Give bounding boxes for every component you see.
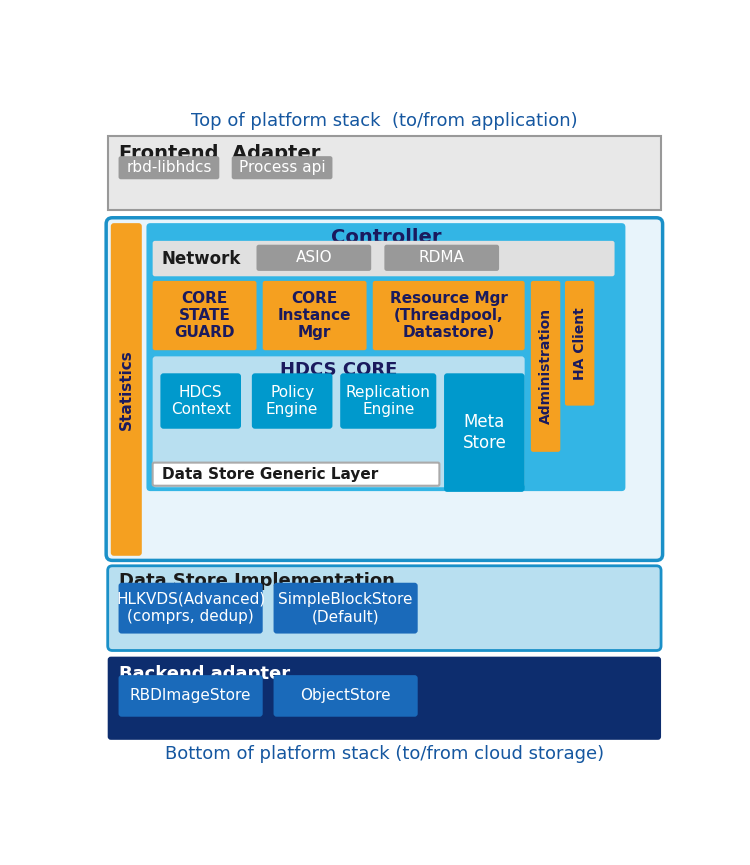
Text: Replication
Engine: Replication Engine: [346, 385, 430, 417]
FancyBboxPatch shape: [384, 245, 499, 271]
Text: Backend adapter: Backend adapter: [118, 664, 290, 682]
FancyBboxPatch shape: [531, 281, 560, 452]
FancyBboxPatch shape: [118, 583, 262, 633]
FancyBboxPatch shape: [118, 676, 262, 717]
Text: Frontend  Adapter: Frontend Adapter: [118, 144, 320, 163]
FancyBboxPatch shape: [340, 374, 436, 429]
FancyBboxPatch shape: [153, 281, 256, 350]
Bar: [108, 136, 661, 210]
FancyBboxPatch shape: [153, 356, 525, 487]
Text: Meta
Store: Meta Store: [463, 413, 506, 452]
FancyBboxPatch shape: [146, 223, 626, 491]
Text: SimpleBlockStore
(Default): SimpleBlockStore (Default): [278, 592, 412, 625]
Text: HA Client: HA Client: [573, 307, 586, 380]
Text: Controller: Controller: [331, 227, 441, 247]
FancyBboxPatch shape: [262, 281, 367, 350]
Text: RBDImageStore: RBDImageStore: [130, 689, 251, 703]
Text: Bottom of platform stack (to/from cloud storage): Bottom of platform stack (to/from cloud …: [165, 746, 604, 764]
FancyBboxPatch shape: [108, 566, 661, 650]
Text: Statistics: Statistics: [118, 349, 134, 430]
Text: ObjectStore: ObjectStore: [300, 689, 391, 703]
Text: Network: Network: [162, 250, 242, 267]
FancyBboxPatch shape: [252, 374, 332, 429]
FancyBboxPatch shape: [160, 374, 241, 429]
Text: Administration: Administration: [538, 308, 553, 425]
FancyBboxPatch shape: [153, 240, 614, 276]
FancyBboxPatch shape: [153, 463, 440, 486]
FancyBboxPatch shape: [108, 657, 661, 740]
Text: Process api: Process api: [238, 160, 326, 176]
FancyBboxPatch shape: [565, 281, 595, 406]
Text: ASIO: ASIO: [296, 250, 332, 266]
Text: HDCS
Context: HDCS Context: [171, 385, 231, 417]
FancyBboxPatch shape: [274, 676, 418, 717]
FancyBboxPatch shape: [274, 583, 418, 633]
Text: CORE
Instance
Mgr: CORE Instance Mgr: [278, 291, 351, 341]
Text: Policy
Engine: Policy Engine: [266, 385, 318, 417]
Text: Resource Mgr
(Threadpool,
Datastore): Resource Mgr (Threadpool, Datastore): [390, 291, 508, 341]
Text: Data Store Implementation: Data Store Implementation: [118, 573, 394, 590]
Text: HDCS CORE: HDCS CORE: [280, 362, 398, 379]
Text: rbd-libhdcs: rbd-libhdcs: [126, 160, 212, 176]
FancyBboxPatch shape: [111, 223, 142, 556]
FancyBboxPatch shape: [106, 218, 662, 561]
Text: RDMA: RDMA: [419, 250, 465, 266]
Text: CORE
STATE
GUARD: CORE STATE GUARD: [174, 291, 235, 341]
Text: Top of platform stack  (to/from application): Top of platform stack (to/from applicati…: [191, 112, 578, 130]
FancyBboxPatch shape: [256, 245, 371, 271]
FancyBboxPatch shape: [373, 281, 525, 350]
FancyBboxPatch shape: [232, 157, 332, 179]
Text: Data Store Generic Layer: Data Store Generic Layer: [162, 467, 378, 482]
Text: HLKVDS(Advanced)
(comprs, dedup): HLKVDS(Advanced) (comprs, dedup): [116, 592, 266, 625]
FancyBboxPatch shape: [444, 374, 525, 492]
FancyBboxPatch shape: [118, 157, 219, 179]
